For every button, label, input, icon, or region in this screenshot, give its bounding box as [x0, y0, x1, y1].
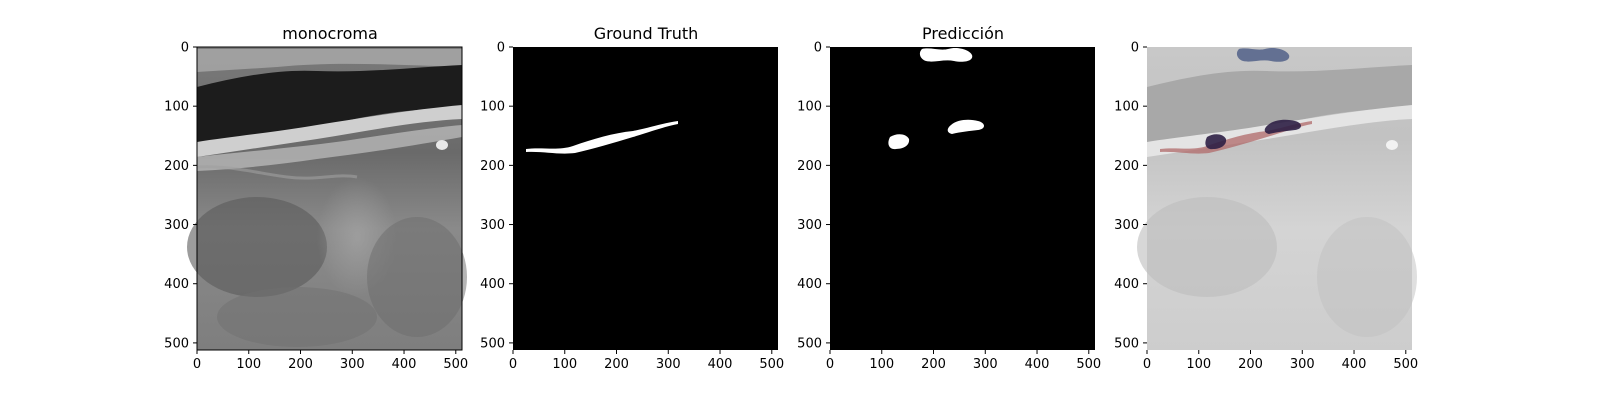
- overlay-image: [1137, 47, 1417, 350]
- y-tick-label: 300: [797, 218, 822, 233]
- panel-original: monocroma 0 100 200 300 400 500 0 100 200 300 400 5…: [164, 24, 468, 372]
- y-tick-label: 400: [797, 277, 822, 292]
- y-tick-label: 400: [480, 277, 505, 292]
- x-tick-label: 400: [1025, 357, 1050, 372]
- panel-overlay: 0 100 200 300 400 500 0 100 200 300 400 500: [1114, 41, 1418, 373]
- panel-title-prediction: Predicción: [922, 24, 1004, 43]
- x-tick-label: 300: [656, 357, 681, 372]
- y-tick-label: 400: [164, 277, 189, 292]
- mask-background: [830, 47, 1095, 350]
- y-tick-label: 100: [480, 100, 505, 115]
- x-tick-label: 200: [921, 357, 946, 372]
- x-tick-label: 0: [1143, 357, 1151, 372]
- x-tick-label: 100: [236, 357, 261, 372]
- y-tick-label: 0: [181, 41, 189, 56]
- y-tick-label: 200: [480, 159, 505, 174]
- panel-title-original: monocroma: [282, 24, 378, 43]
- y-tick-label: 100: [164, 100, 189, 115]
- ground-truth-mask-region: [526, 121, 678, 154]
- ground-truth-overlay: [1160, 121, 1312, 154]
- x-tick-label: 300: [973, 357, 998, 372]
- prediction-mask-region: [919, 47, 973, 62]
- y-tick-label: 400: [1114, 277, 1139, 292]
- mask-background: [513, 47, 778, 350]
- x-tick-label: 0: [193, 357, 201, 372]
- panel-ground-truth: Ground Truth 0 100 200 300 400 500 0 100 200 300 4…: [480, 24, 784, 372]
- x-tick-label: 200: [288, 357, 313, 372]
- y-tick-label: 0: [1131, 41, 1139, 56]
- x-tick-label: 400: [1342, 357, 1367, 372]
- y-tick-label: 200: [164, 159, 189, 174]
- x-tick-label: 300: [1290, 357, 1315, 372]
- y-tick-label: 200: [797, 159, 822, 174]
- prediction-mask-region: [888, 134, 910, 150]
- y-tick-label: 200: [1114, 159, 1139, 174]
- x-tick-label: 500: [1076, 357, 1101, 372]
- overlap-region: [1264, 119, 1301, 134]
- y-tick-label: 100: [797, 100, 822, 115]
- x-tick-label: 200: [1238, 357, 1263, 372]
- x-tick-label: 400: [708, 357, 733, 372]
- y-tick-label: 0: [497, 41, 505, 56]
- y-tick-label: 100: [1114, 100, 1139, 115]
- y-tick-label: 300: [164, 218, 189, 233]
- y-tick-label: 500: [164, 336, 189, 351]
- y-tick-label: 500: [797, 336, 822, 351]
- x-tick-label: 200: [604, 357, 629, 372]
- x-tick-label: 100: [552, 357, 577, 372]
- x-tick-label: 300: [340, 357, 365, 372]
- y-tick-label: 300: [480, 218, 505, 233]
- panel-prediction: Predicción 0 100 200 300 400 500 0 100 200 300 400…: [797, 24, 1101, 372]
- x-tick-label: 500: [1393, 357, 1418, 372]
- x-tick-label: 100: [1186, 357, 1211, 372]
- x-tick-label: 0: [826, 357, 834, 372]
- x-tick-label: 500: [759, 357, 784, 372]
- x-tick-label: 500: [443, 357, 468, 372]
- y-tick-label: 0: [814, 41, 822, 56]
- panel-title-ground-truth: Ground Truth: [594, 24, 699, 43]
- y-tick-label: 500: [480, 336, 505, 351]
- x-tick-label: 400: [392, 357, 417, 372]
- ultrasound-image: [187, 47, 467, 350]
- prediction-mask-region: [947, 119, 984, 134]
- prediction-overlay: [1236, 47, 1290, 62]
- axes-frame: [196, 46, 463, 351]
- y-tick-label: 300: [1114, 218, 1139, 233]
- overlap-region: [1205, 134, 1227, 150]
- x-tick-label: 100: [869, 357, 894, 372]
- x-tick-label: 0: [509, 357, 517, 372]
- y-tick-label: 500: [1114, 336, 1139, 351]
